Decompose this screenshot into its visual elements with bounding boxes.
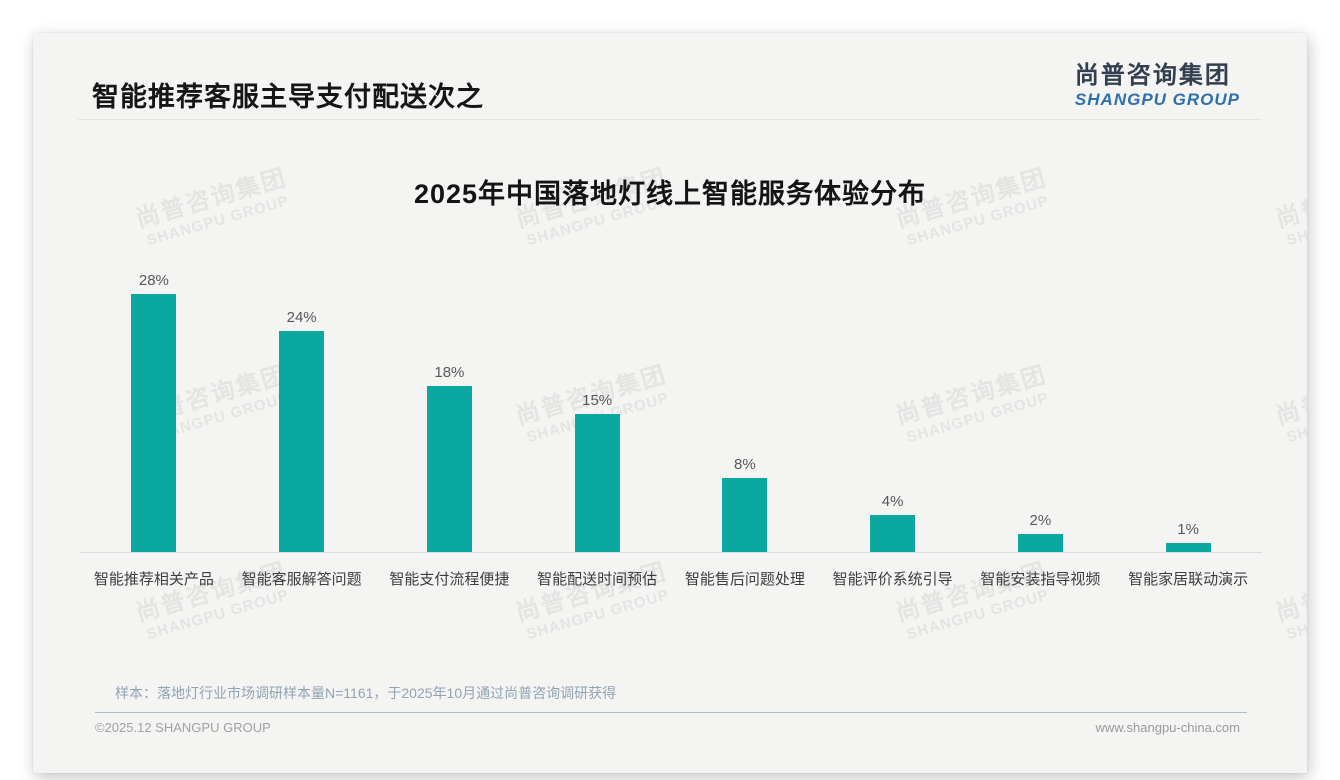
report-slide: 尚普咨询集团 SHANGPU GROUP 尚普咨询集团 SHANGPU GROUP 尚普… <box>33 33 1307 773</box>
chart-title: 2025年中国落地灯线上智能服务体验分布 <box>413 179 927 209</box>
bar-group: 24% 智能客服解答问题 <box>227 268 376 589</box>
bar-value-label: 15% <box>582 392 613 409</box>
bar-value-label: 1% <box>1177 520 1199 538</box>
bar-value-label: 24% <box>286 309 317 327</box>
bar-category-label: 智能客服解答问题 <box>241 571 362 588</box>
bar <box>279 331 325 552</box>
bar <box>131 294 177 552</box>
bar-area: 2% <box>966 268 1115 553</box>
bar-area: 24% <box>227 268 376 553</box>
bar-value-label: 2% <box>1029 511 1052 529</box>
bar-area: 15% <box>523 268 671 553</box>
bar-value-label: 8% <box>734 456 756 474</box>
bar-group: 2% 智能安装指导视频 <box>966 268 1115 589</box>
bar <box>1017 533 1063 552</box>
bar-category-label: 智能推荐相关产品 <box>93 571 214 588</box>
company-logo: 尚普咨询集团 SHANGPU GROUP <box>1075 55 1240 110</box>
bar-category-label: 智能支付流程便捷 <box>389 571 510 588</box>
bar-group: 15% 智能配送时间预估 <box>523 268 671 589</box>
bar-area: 18% <box>375 268 524 553</box>
bar-group: 8% 智能售后问题处理 <box>671 268 819 589</box>
bar <box>574 414 620 552</box>
bar-value-label: 28% <box>138 272 169 290</box>
bar-value-label: 4% <box>881 493 904 511</box>
bar-category-label: 智能售后问题处理 <box>684 571 805 588</box>
bar-category-label: 智能配送时间预估 <box>537 571 658 588</box>
copyright-text: ©2025.12 SHANGPU GROUP <box>95 720 271 735</box>
header-divider <box>78 119 1262 120</box>
bar-value-label: 18% <box>434 364 465 382</box>
bar-category-label: 智能家居联动演示 <box>1128 571 1249 588</box>
logo-chinese-text: 尚普咨询集团 <box>1074 62 1231 89</box>
bar-group: 4% 智能评价系统引导 <box>818 268 967 589</box>
bar <box>722 478 768 552</box>
footer-divider <box>95 712 1247 713</box>
bar-area: 1% <box>1114 268 1262 553</box>
sample-note: 样本：落地灯行业市场调研样本量N=1161，于2025年10月通过尚普咨询调研获… <box>115 685 617 701</box>
bar-area: 8% <box>671 268 819 553</box>
footer: ©2025.12 SHANGPU GROUP www.shangpu-china… <box>95 720 1240 735</box>
bar-group: 18% 智能支付流程便捷 <box>375 268 524 589</box>
logo-english-text: SHANGPU GROUP <box>1074 90 1240 109</box>
website-url: www.shangpu-china.com <box>1095 720 1240 735</box>
page-title: 智能推荐客服主导支付配送次之 <box>92 82 484 112</box>
bar <box>1165 542 1211 552</box>
bar-group: 1% 智能家居联动演示 <box>1114 268 1262 589</box>
bar-group: 28% 智能推荐相关产品 <box>80 268 228 589</box>
bar-area: 28% <box>80 268 228 553</box>
bar-area: 4% <box>818 268 967 553</box>
bar <box>870 515 916 552</box>
bar-category-label: 智能评价系统引导 <box>832 571 953 588</box>
bar-category-label: 智能安装指导视频 <box>980 571 1101 588</box>
bar <box>426 386 472 552</box>
bar-chart: 28% 智能推荐相关产品 24% 智能客服解答问题 18% 智能支付流程便捷 1… <box>80 268 1262 589</box>
